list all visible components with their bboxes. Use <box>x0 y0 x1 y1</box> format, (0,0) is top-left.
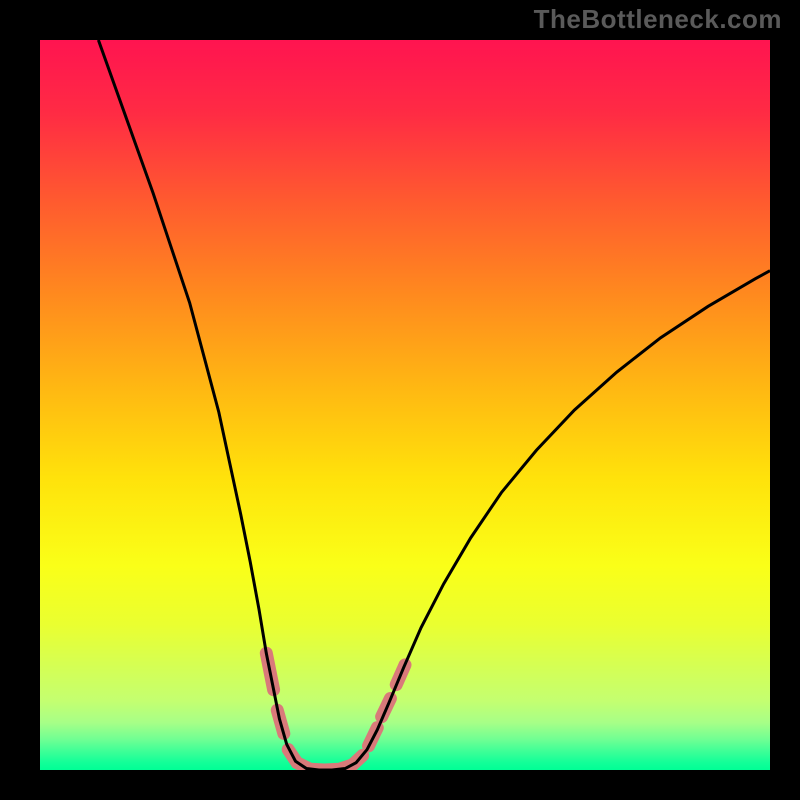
watermark-text: TheBottleneck.com <box>534 4 782 35</box>
frame-border-right <box>770 0 800 800</box>
bottleneck-chart <box>40 40 770 770</box>
frame-border-left <box>0 0 40 800</box>
frame-border-bottom <box>0 770 800 800</box>
